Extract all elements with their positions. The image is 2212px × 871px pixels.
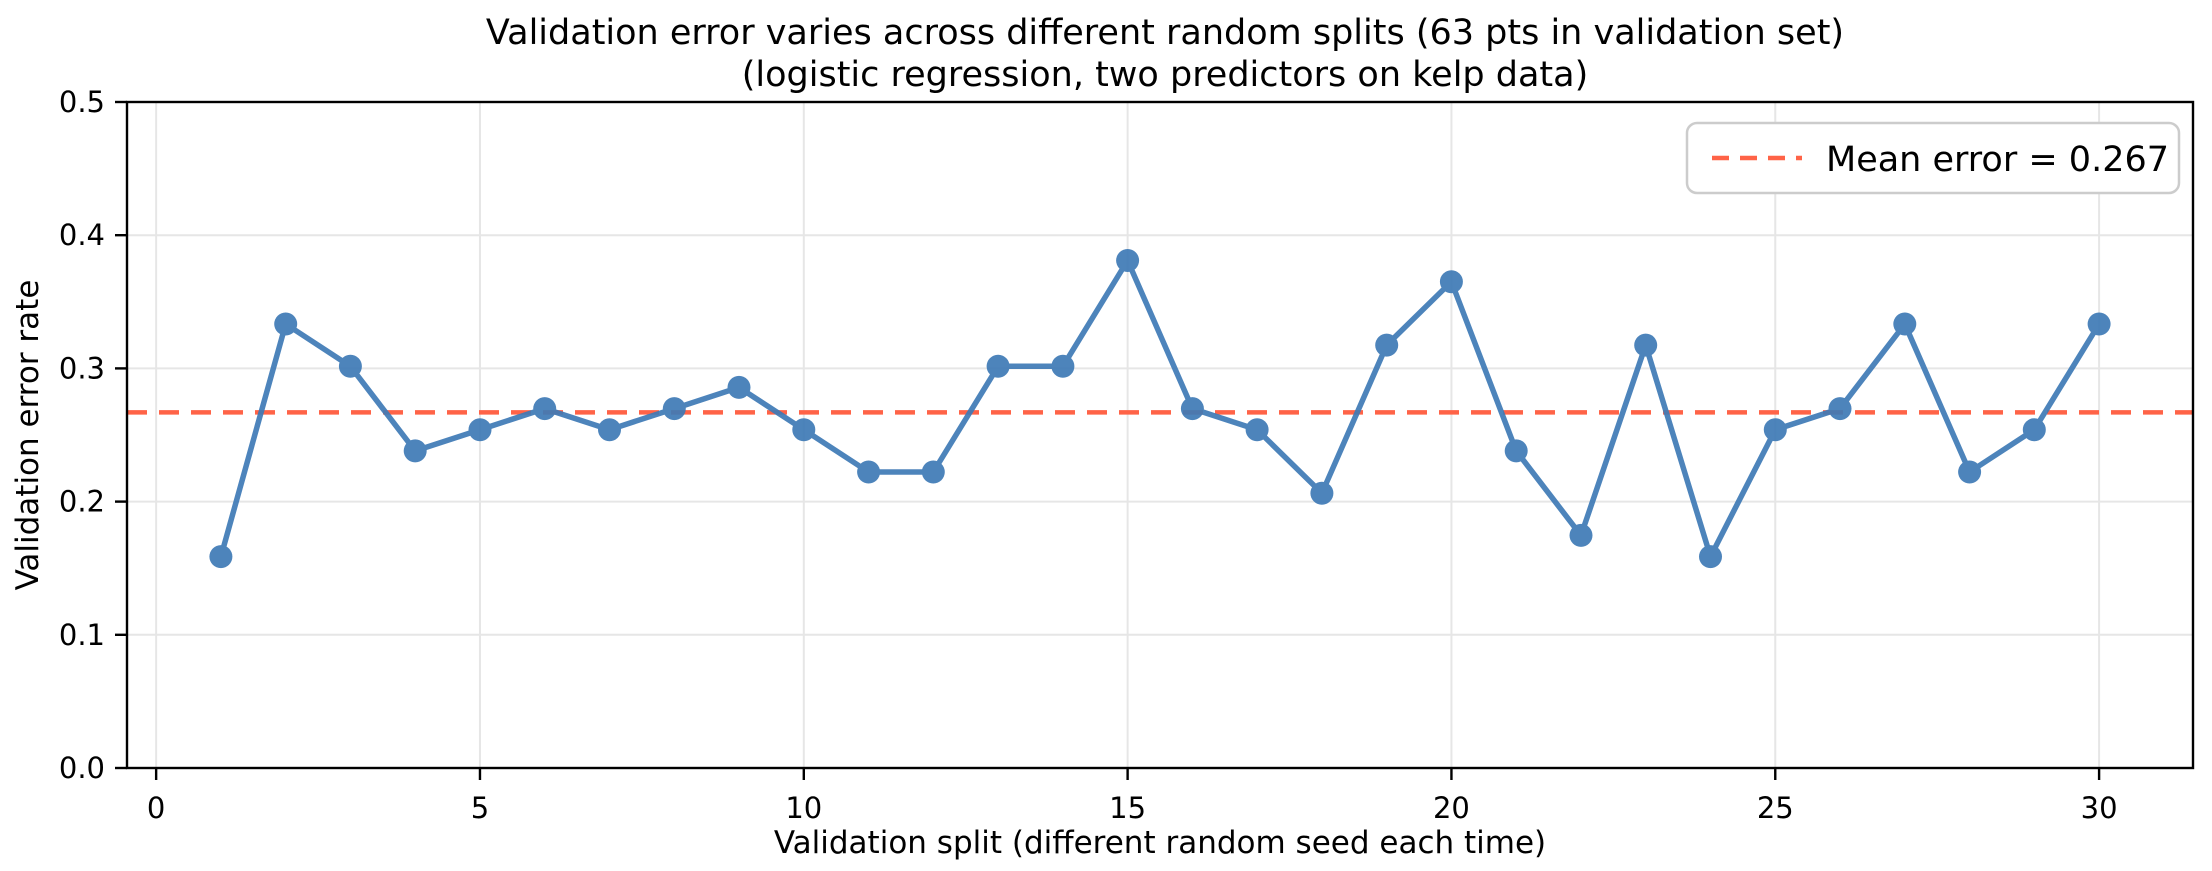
y-tick-label: 0.3 <box>59 351 105 385</box>
data-point <box>1051 354 1075 378</box>
x-tick-label: 20 <box>1433 791 1470 825</box>
data-point <box>1439 270 1463 294</box>
data-point <box>468 418 492 442</box>
data-point <box>792 418 816 442</box>
x-tick-label: 15 <box>1109 791 1146 825</box>
x-tick-label: 0 <box>147 791 165 825</box>
y-tick-label: 0.1 <box>59 618 105 652</box>
x-axis-label: Validation split (different random seed … <box>774 825 1546 861</box>
data-point <box>1699 545 1722 569</box>
y-tick-label: 0.5 <box>59 85 105 119</box>
y-axis-label: Validation error rate <box>10 280 46 591</box>
data-point <box>1116 249 1140 272</box>
data-point <box>921 460 945 484</box>
series-layer <box>209 249 2111 569</box>
chart-title-line2: (logistic regression, two predictors on … <box>742 55 1589 95</box>
data-point <box>1828 397 1852 421</box>
y-tick-label: 0.0 <box>59 751 105 785</box>
y-tick-label: 0.4 <box>59 218 105 252</box>
data-point <box>1180 397 1204 421</box>
data-point <box>1893 312 1917 336</box>
data-point <box>403 439 427 463</box>
x-tick-label: 10 <box>785 791 822 825</box>
data-point <box>1958 460 1982 484</box>
data-point <box>727 375 751 399</box>
data-point <box>533 397 557 421</box>
x-tick-label: 5 <box>471 791 489 825</box>
x-tick-label: 30 <box>2081 791 2118 825</box>
data-point <box>1504 439 1528 463</box>
data-point <box>1763 418 1787 442</box>
chart-title-line1: Validation error varies across different… <box>486 13 1844 53</box>
data-point <box>857 460 881 484</box>
data-point <box>274 312 298 336</box>
plot-border <box>125 100 2195 770</box>
data-point <box>598 418 621 442</box>
data-point <box>1569 523 1593 547</box>
data-point <box>1310 481 1334 505</box>
data-point <box>2087 312 2111 336</box>
axes-layer: 0 5 10 15 20 25 30 0.0 0.1 0.2 0.3 0.4 0.5 <box>59 85 2118 825</box>
y-tick-label: 0.2 <box>59 485 105 519</box>
data-point <box>209 545 233 569</box>
legend-box <box>1685 121 2181 195</box>
data-point <box>1634 333 1658 357</box>
legend: Mean error = 0.267 <box>1685 121 2181 195</box>
data-point <box>338 354 362 378</box>
data-point <box>986 354 1010 378</box>
data-point <box>662 397 686 421</box>
legend-label: Mean error = 0.267 <box>1826 140 2169 180</box>
data-point <box>1245 418 1269 442</box>
data-point <box>2022 418 2046 442</box>
grid-layer <box>127 101 2193 769</box>
error-series <box>209 249 2111 569</box>
error-line <box>218 257 2102 560</box>
x-tick-label: 25 <box>1757 791 1794 825</box>
data-point <box>1375 333 1399 357</box>
